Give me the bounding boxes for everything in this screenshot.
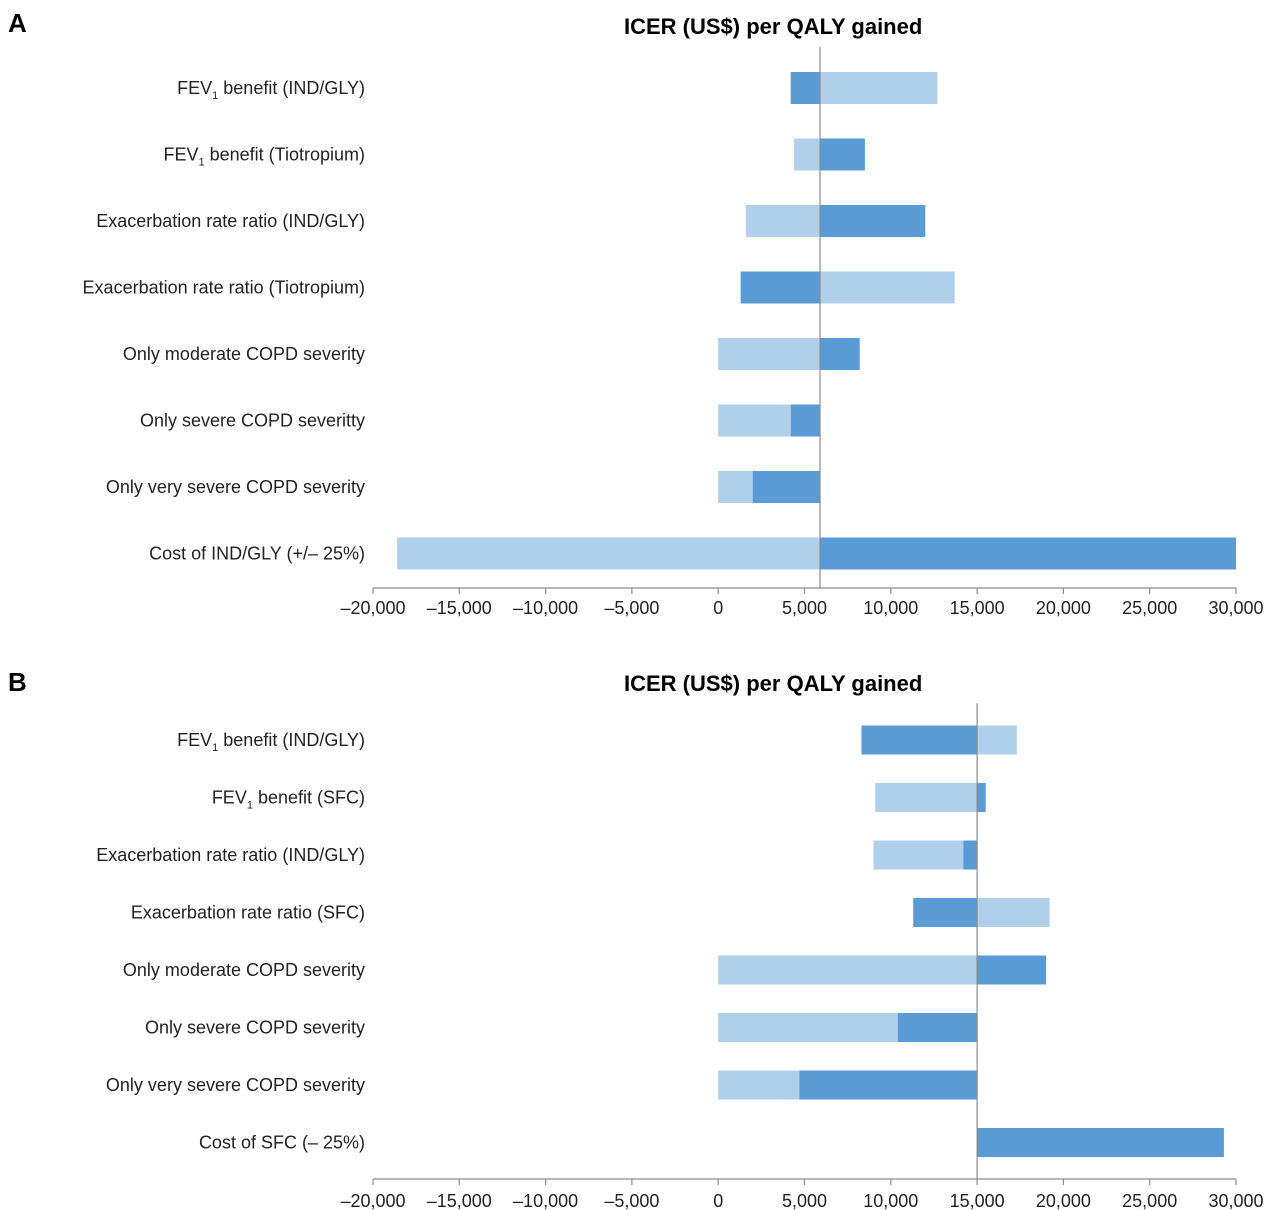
chart-a-bar-dark-1: [820, 138, 865, 171]
chart-a-x-tick-label-6: 10,000: [863, 598, 918, 618]
chart-b-bar-light-2: [873, 840, 964, 870]
chart-b-x-tick-label-0: –20,000: [340, 1191, 405, 1210]
chart-b-x-tick-label-9: 25,000: [1122, 1191, 1177, 1210]
chart-a-x-tick-label-0: –20,000: [340, 598, 405, 618]
chart-a-x-tick-label-5: 5,000: [782, 598, 827, 618]
chart-a-category-label-5: Only severe COPD severitty: [140, 411, 365, 431]
chart-b-x-tick-label-10: 30,000: [1208, 1191, 1263, 1210]
chart-b-bar-light-6: [718, 1070, 800, 1100]
chart-b-category-label-7: Cost of SFC (– 25%): [199, 1133, 365, 1153]
chart-a-bar-light-0: [820, 72, 938, 104]
chart-b-category-label-6: Only very severe COPD severity: [106, 1075, 365, 1095]
chart-a-bar-dark-2: [820, 205, 926, 237]
chart-b-x-tick-label-7: 15,000: [950, 1191, 1005, 1210]
chart-title-a: ICER (US$) per QALY gained: [624, 14, 923, 39]
chart-a-bar-dark-6: [752, 471, 821, 503]
chart-a-x-tick-label-8: 20,000: [1036, 598, 1091, 618]
chart-b-bar-light-0: [977, 725, 1017, 755]
chart-a-x-tick-label-1: –15,000: [427, 598, 492, 618]
chart-title-b: ICER (US$) per QALY gained: [624, 671, 923, 696]
chart-a-bar-light-5: [718, 404, 791, 437]
chart-a-x-tick-label-3: –5,000: [604, 598, 659, 618]
chart-a-x-tick-label-4: 0: [713, 598, 723, 618]
chart-a-bar-dark-3: [740, 271, 821, 304]
chart-a-bar-dark-7: [820, 537, 1236, 570]
chart-b-x-tick-label-3: –5,000: [604, 1191, 659, 1210]
chart-a-x-tick-label-9: 25,000: [1122, 598, 1177, 618]
chart-b-category-label-4: Only moderate COPD severity: [123, 960, 365, 980]
chart-a-x-tick-label-10: 30,000: [1208, 598, 1263, 618]
chart-a-category-label-6: Only very severe COPD severity: [106, 477, 365, 497]
chart-a-x-tick-label-2: –10,000: [513, 598, 578, 618]
chart-b-bar-dark-5: [897, 1013, 978, 1042]
chart-a-bar-dark-5: [790, 404, 821, 437]
chart-b-x-tick-label-4: 0: [713, 1191, 723, 1210]
chart-a-bar-light-4: [718, 338, 821, 370]
chart-a-bar-light-2: [745, 205, 821, 237]
chart-a-bar-light-6: [718, 471, 753, 503]
tornado-chart-a: FEV1 benefit (IND/GLY) FEV1 benefit (Tiot…: [83, 46, 1264, 618]
chart-b-x-tick-label-1: –15,000: [427, 1191, 492, 1210]
chart-b-category-label-3: Exacerbation rate ratio (SFC): [131, 903, 365, 923]
chart-b-bar-dark-2: [963, 840, 978, 870]
chart-b-x-tick-label-8: 20,000: [1036, 1191, 1091, 1210]
chart-b-category-label-0: FEV1 benefit (IND/GLY): [177, 730, 365, 754]
chart-b-bar-light-5: [718, 1013, 898, 1042]
chart-b-bar-dark-1: [977, 783, 986, 812]
chart-b-category-label-5: Only severe COPD severity: [145, 1018, 365, 1038]
chart-b-x-tick-label-6: 10,000: [863, 1191, 918, 1210]
chart-a-category-label-0: FEV1 benefit (IND/GLY): [177, 78, 365, 102]
chart-b-bar-light-4: [718, 955, 978, 985]
chart-a-bar-light-7: [397, 537, 821, 570]
tornado-chart-b: FEV1 benefit (IND/GLY) FEV1 benefit (SFC)…: [96, 703, 1264, 1210]
panel-a: A ICER (US$) per QALY gained FEV1 benefi…: [8, 8, 1264, 618]
chart-a-bar-light-3: [820, 271, 955, 304]
chart-a-category-label-7: Cost of IND/GLY (+/– 25%): [149, 544, 365, 564]
chart-b-bar-dark-7: [977, 1128, 1224, 1157]
chart-a-x-tick-label-7: 15,000: [950, 598, 1005, 618]
panel-label-a: A: [8, 8, 27, 38]
chart-b-bar-dark-6: [799, 1070, 978, 1100]
chart-a-bar-light-1: [794, 138, 821, 171]
chart-b-bar-dark-4: [977, 955, 1047, 985]
chart-b-x-tick-label-5: 5,000: [782, 1191, 827, 1210]
chart-b-bar-light-1: [875, 783, 978, 812]
chart-b-bar-dark-0: [861, 725, 978, 755]
chart-b-category-label-1: FEV1 benefit (SFC): [212, 788, 365, 812]
panel-label-b: B: [8, 667, 27, 697]
chart-b-bar-dark-3: [913, 898, 978, 927]
chart-a-category-label-1: FEV1 benefit (Tiotropium): [163, 145, 365, 169]
chart-a-category-label-3: Exacerbation rate ratio (Tiotropium): [83, 278, 365, 298]
panel-b: B ICER (US$) per QALY gained FEV1 benefi…: [0, 605, 1270, 1210]
chart-a-category-label-2: Exacerbation rate ratio (IND/GLY): [96, 211, 365, 231]
chart-a-category-label-4: Only moderate COPD severity: [123, 344, 365, 364]
chart-b-bar-light-3: [977, 898, 1050, 927]
chart-a-bar-dark-4: [820, 338, 860, 370]
chart-b-x-tick-label-2: –10,000: [513, 1191, 578, 1210]
chart-a-bar-dark-0: [790, 72, 821, 104]
chart-b-category-label-2: Exacerbation rate ratio (IND/GLY): [96, 845, 365, 865]
